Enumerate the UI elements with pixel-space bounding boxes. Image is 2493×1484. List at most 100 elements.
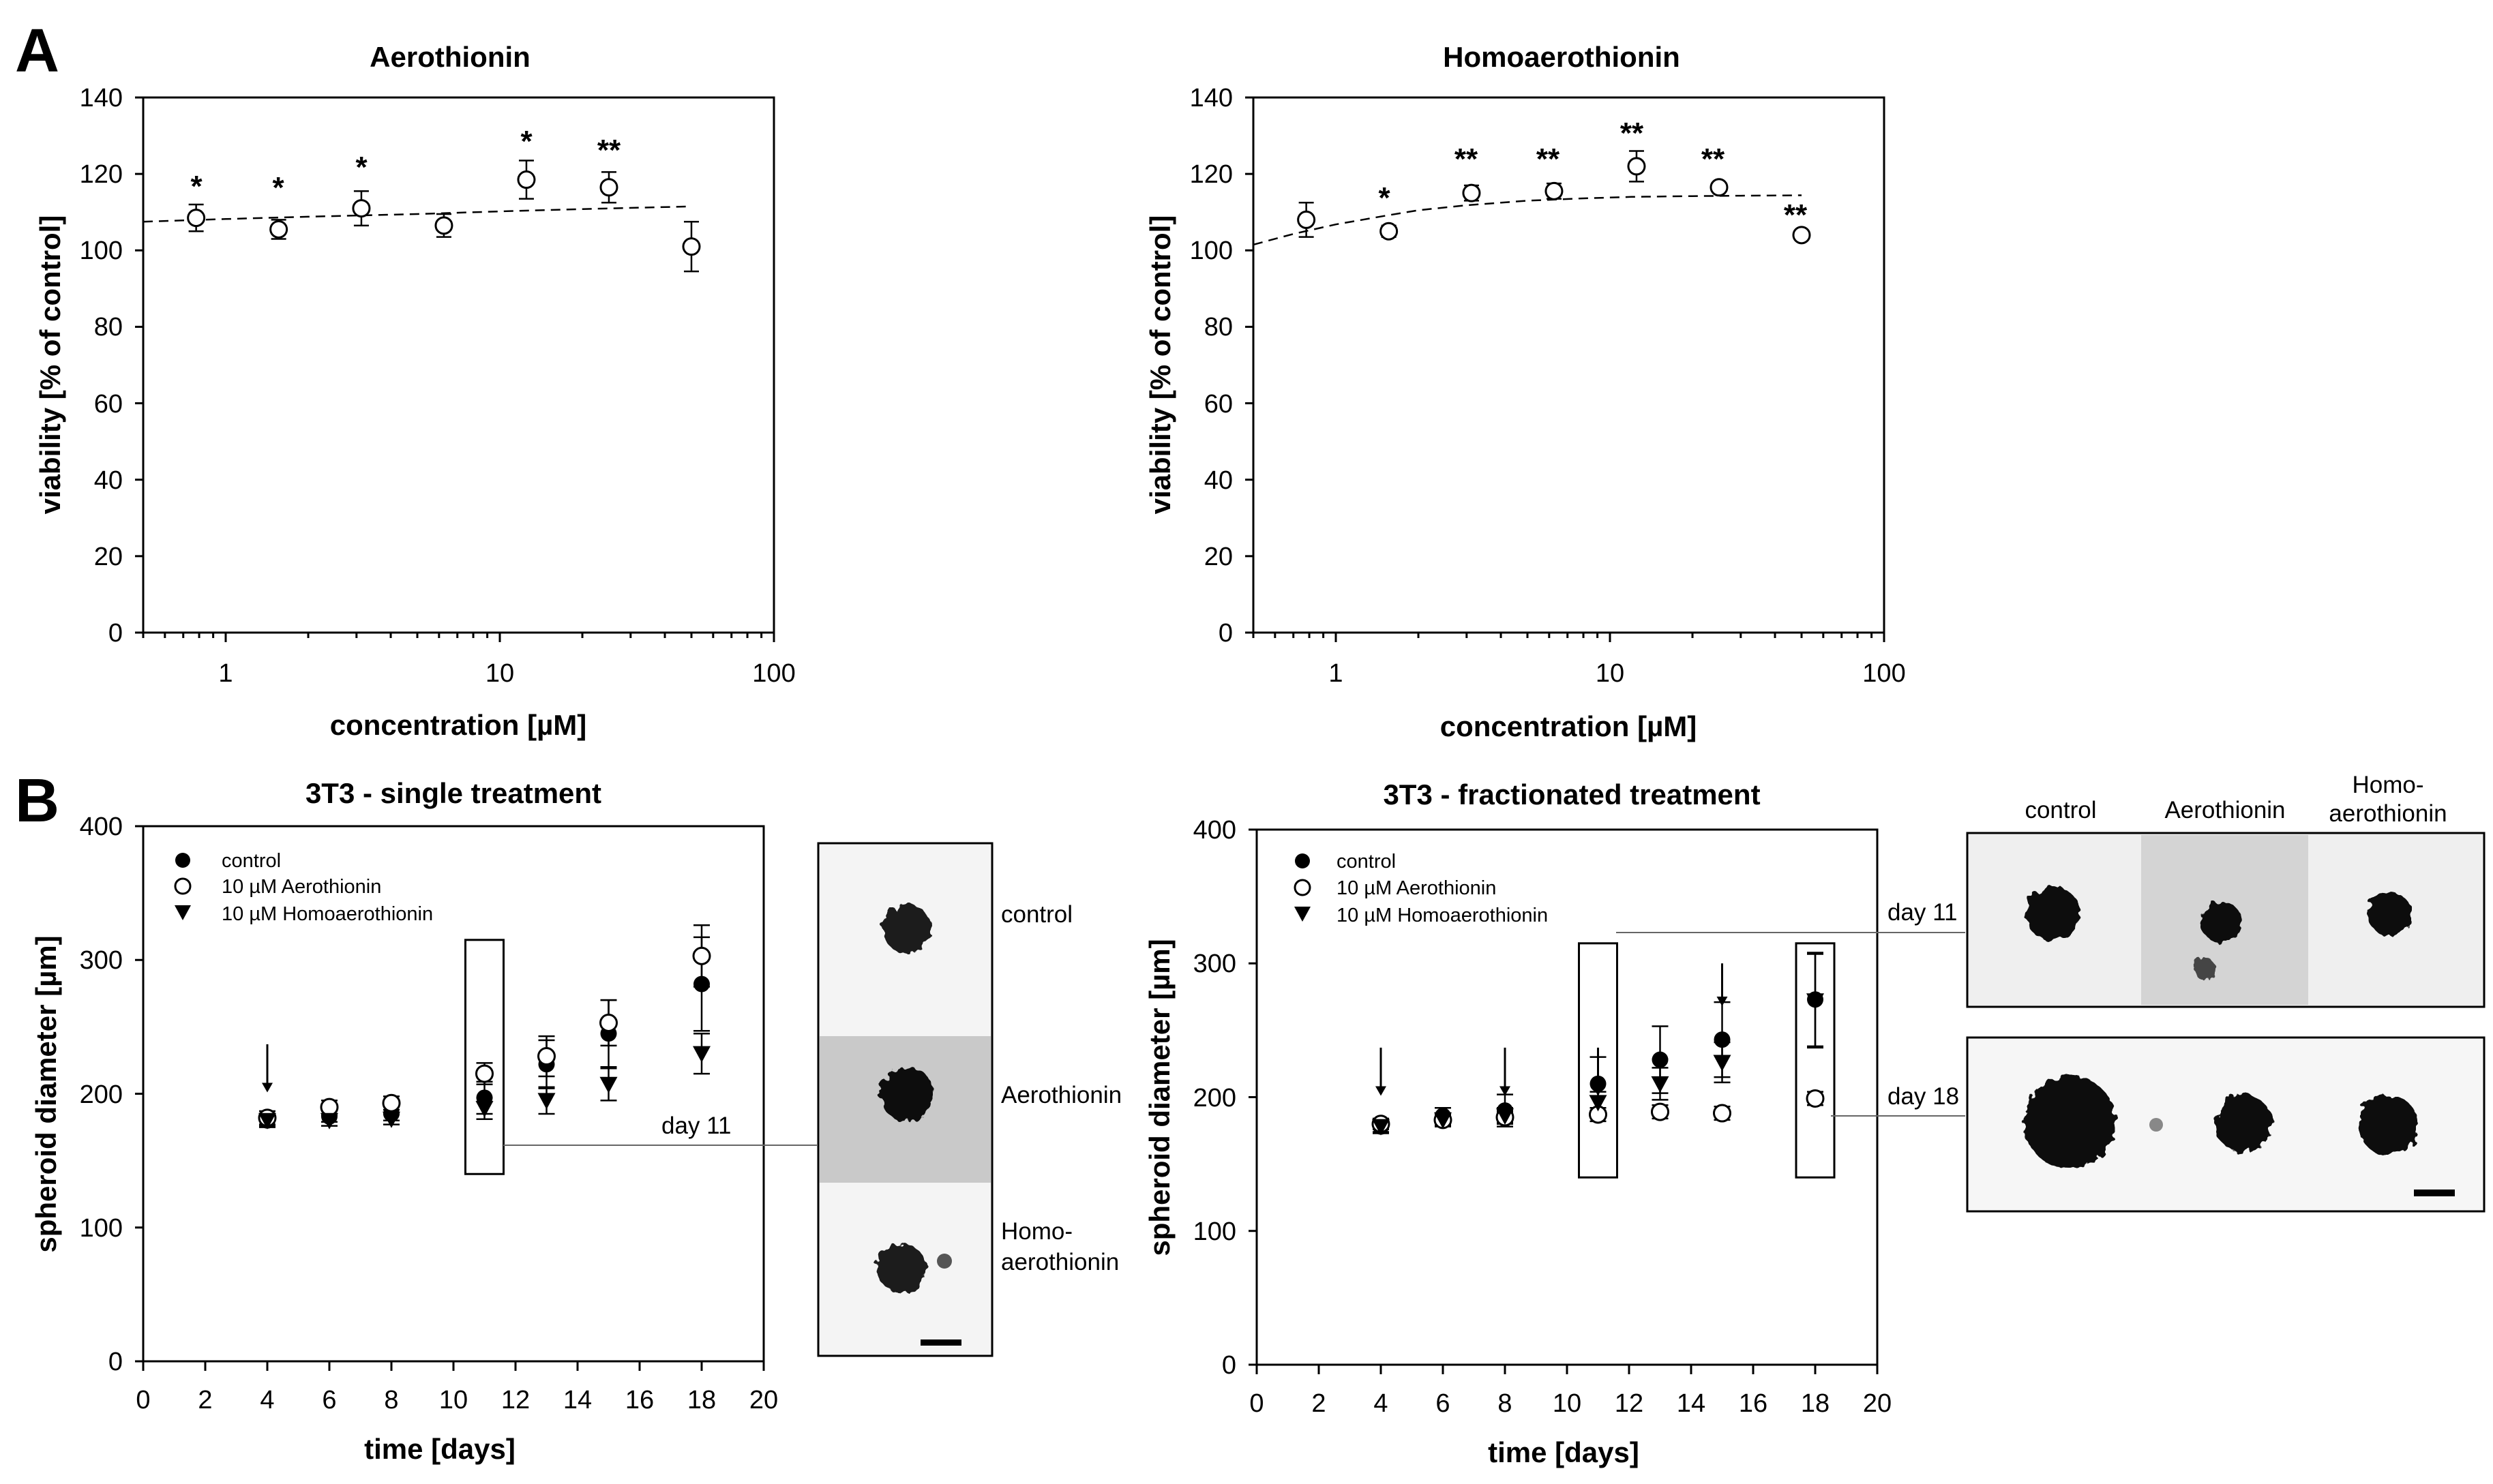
significance-label: ** <box>1620 117 1644 150</box>
legend-entry: 10 µM Aerothionin <box>1337 877 1496 899</box>
micrograph-column-label: control <box>2025 797 2096 823</box>
x-tick-label: 14 <box>563 1386 592 1414</box>
significance-label: ** <box>1536 142 1560 176</box>
fit-line <box>1253 194 1802 246</box>
y-tick-label: 140 <box>1190 84 1233 112</box>
x-tick-label: 100 <box>752 659 795 688</box>
data-point <box>1806 1089 1825 1108</box>
y-axis-label: spheroid diameter [µm] <box>30 935 62 1252</box>
chart-single-treatment: 3T3 - single treatment 0 100 200 300 400… <box>30 777 817 1465</box>
significance-label: * <box>355 151 368 184</box>
data-point <box>1589 1095 1607 1112</box>
scale-bar <box>921 1339 961 1346</box>
data-point <box>475 1064 494 1083</box>
data-point <box>269 219 288 239</box>
data-point <box>475 1101 494 1118</box>
legend-entry: control <box>222 850 281 872</box>
x-tick-label: 16 <box>625 1386 654 1414</box>
data-point <box>1652 1051 1669 1068</box>
x-tick-label: 18 <box>687 1386 716 1414</box>
spheroid-day18-aerothionin <box>2215 1095 2272 1152</box>
y-axis-label: spheroid diameter [µm] <box>1144 939 1176 1256</box>
micrograph-label: Aerothionin <box>1001 1082 1122 1108</box>
spheroid-aerothionin <box>880 1067 934 1121</box>
chart-title: 3T3 - fractionated treatment <box>1383 778 1760 811</box>
y-tick-label: 20 <box>1204 543 1233 571</box>
legend-marker-aerothionin <box>174 877 192 895</box>
data-point <box>693 975 710 993</box>
legend: control 10 µM Aerothionin 10 µM Homoaero… <box>174 850 433 925</box>
x-axis-label: time [days] <box>1488 1436 1639 1468</box>
x-tick-label: 4 <box>260 1386 274 1414</box>
significance-label: * <box>272 171 284 205</box>
micrograph-column-label: Homo- <box>2352 772 2423 798</box>
data-point <box>258 1112 276 1130</box>
y-tick-label: 120 <box>80 160 123 189</box>
y-tick-label: 60 <box>1204 390 1233 419</box>
x-tick-label: 2 <box>198 1386 212 1414</box>
x-tick-label: 1 <box>1328 659 1343 688</box>
micrographs-single: control Aerothionin Homo- aerothionin <box>817 842 1122 1357</box>
data-point <box>1496 1108 1514 1125</box>
legend-marker-homoaerothionin <box>1294 907 1311 922</box>
micrograph-column-label: Aerothionin <box>2164 797 2285 823</box>
x-tick-label: 18 <box>1801 1389 1830 1418</box>
x-tick-label: 16 <box>1739 1389 1767 1418</box>
significance-label: * <box>520 125 533 158</box>
legend-entry: 10 µM Homoaerothionin <box>222 903 433 925</box>
x-tick-label: 6 <box>322 1386 336 1414</box>
y-tick-label: 140 <box>80 84 123 112</box>
spheroid-homoaerothionin <box>877 1243 926 1292</box>
y-tick-label: 40 <box>94 466 123 495</box>
y-tick-label: 100 <box>1193 1217 1236 1246</box>
x-tick-label: 8 <box>1497 1389 1512 1418</box>
x-tick-label: 4 <box>1373 1389 1388 1418</box>
y-tick-label: 100 <box>1190 237 1233 265</box>
significance-label: ** <box>1784 198 1808 232</box>
chart-fractionated-treatment: 3T3 - fractionated treatment 0 100 200 3… <box>1144 778 1965 1468</box>
treatment-arrowhead <box>1375 1086 1386 1096</box>
treatment-arrowhead <box>1592 1086 1604 1096</box>
y-tick-label: 400 <box>80 813 123 841</box>
data-point <box>1544 181 1564 200</box>
fit-line <box>143 205 692 223</box>
significance-label: * <box>190 170 203 203</box>
data-point <box>1462 183 1481 202</box>
x-tick-label: 12 <box>1615 1389 1643 1418</box>
legend-marker-aerothionin <box>1294 879 1311 896</box>
x-tick-label: 1 <box>218 659 233 688</box>
x-tick-label: 0 <box>136 1386 150 1414</box>
y-tick-label: 0 <box>108 619 123 648</box>
data-point <box>1713 1055 1731 1072</box>
data-point <box>1792 226 1811 245</box>
spheroid-day11-aerothionin <box>2201 902 2242 943</box>
x-tick-label: 2 <box>1311 1389 1326 1418</box>
data-point <box>1297 210 1316 229</box>
data-point <box>682 237 701 256</box>
spheroid-day18-homoaerothionin <box>2358 1095 2418 1155</box>
highlight-box <box>464 939 505 1175</box>
legend-entry: 10 µM Homoaerothionin <box>1337 905 1548 926</box>
scale-bar <box>2414 1190 2455 1196</box>
callout-label: day 11 <box>1887 899 1958 926</box>
y-tick-label: 300 <box>80 946 123 975</box>
x-tick-label: 10 <box>1596 659 1624 688</box>
highlight-box <box>1795 942 1836 1179</box>
legend-entry: control <box>1337 851 1396 873</box>
micrograph-label: Homo- <box>1001 1218 1073 1245</box>
y-tick-label: 60 <box>94 390 123 419</box>
panel-letter-a: A <box>15 17 59 85</box>
spheroid-day18-control <box>2023 1076 2116 1168</box>
treatment-arrowhead <box>262 1082 273 1093</box>
data-point <box>1806 993 1824 1010</box>
y-tick-label: 80 <box>1204 313 1233 342</box>
y-tick-label: 20 <box>94 543 123 571</box>
y-tick-label: 80 <box>94 313 123 342</box>
callout-label: day 11 <box>661 1112 732 1139</box>
data-point <box>537 1047 556 1066</box>
x-tick-label: 8 <box>384 1386 398 1414</box>
chart-homoaerothionin: Homoaerothionin 0 20 40 60 80 100 120 14… <box>1144 41 1906 742</box>
y-axis-label: viability [% of control] <box>1144 215 1176 515</box>
x-tick-label: 10 <box>1553 1389 1581 1418</box>
data-point <box>1651 1076 1669 1093</box>
